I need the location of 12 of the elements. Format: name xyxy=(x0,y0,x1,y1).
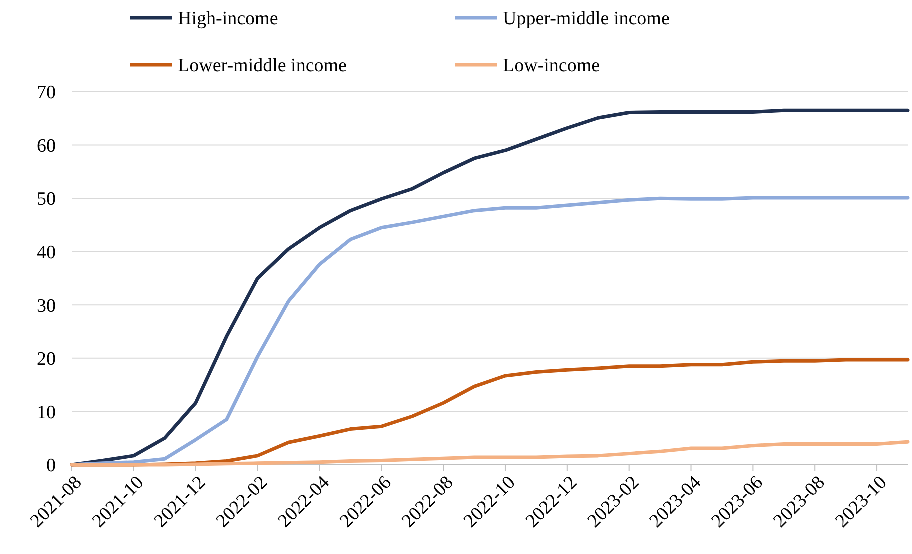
y-tick-label: 10 xyxy=(37,402,56,424)
legend-label: High-income xyxy=(178,8,278,30)
y-tick-label: 60 xyxy=(37,136,56,157)
y-tick-label: 70 xyxy=(37,82,56,104)
legend-label: Upper-middle income xyxy=(503,8,670,30)
legend-label: Lower-middle income xyxy=(178,56,347,77)
y-tick-label: 30 xyxy=(37,296,56,317)
y-tick-label: 50 xyxy=(37,189,56,210)
legend-label: Low-income xyxy=(503,56,600,77)
y-tick-label: 0 xyxy=(46,456,56,477)
y-tick-label: 40 xyxy=(37,242,56,264)
y-tick-label: 20 xyxy=(37,349,56,370)
